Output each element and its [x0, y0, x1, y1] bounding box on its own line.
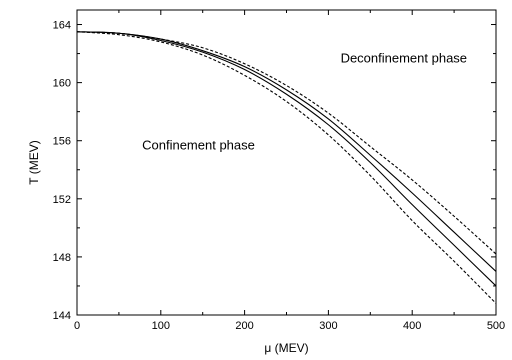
y-tick-label: 144: [53, 310, 71, 322]
x-tick-label: 300: [319, 320, 337, 332]
axis-tick-labels: 0 100 200 300 400 500 144 148 152 156 160 164: [53, 20, 506, 332]
y-tick-label: 160: [53, 78, 71, 90]
x-tick-label: 0: [74, 320, 80, 332]
solid-curve-3: [76, 31, 497, 287]
x-tick-label: 200: [235, 320, 253, 332]
x-tick-label: 400: [403, 320, 421, 332]
y-tick-label: 148: [53, 252, 71, 264]
x-tick-label: 500: [487, 320, 505, 332]
y-tick-label: 156: [53, 136, 71, 148]
axis-ticks: [76, 10, 497, 316]
annotations: Deconfinement phase Confinement phase: [142, 50, 467, 152]
y-axis-label: T (MEV): [27, 140, 41, 184]
y-tick-label: 152: [53, 194, 71, 206]
y-tick-label: 164: [53, 20, 71, 32]
solid-curve-2: [76, 31, 497, 272]
annotation-2: Confinement phase: [142, 137, 255, 152]
series-lines: [76, 31, 497, 304]
dashed-curve-4: [76, 31, 497, 304]
annotation-1: Deconfinement phase: [341, 50, 467, 65]
x-axis-label: μ (MEV): [264, 341, 308, 355]
x-tick-label: 100: [152, 320, 170, 332]
